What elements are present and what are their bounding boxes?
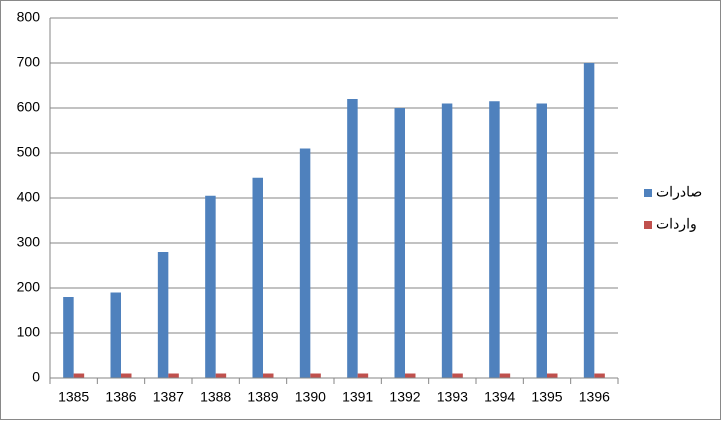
- x-tick-label: 1392: [389, 389, 420, 405]
- bar: [73, 373, 85, 378]
- x-tick-label: 1388: [200, 389, 231, 405]
- y-tick-label: 400: [17, 189, 41, 205]
- bar: [489, 101, 500, 378]
- bar: [215, 373, 227, 378]
- y-tick-label: 300: [17, 234, 41, 250]
- x-tick-label: 1391: [342, 389, 373, 405]
- y-tick-label: 700: [17, 54, 41, 70]
- x-tick-label: 1394: [484, 389, 515, 405]
- bar: [310, 373, 321, 378]
- bar: [357, 373, 369, 378]
- bar: [121, 373, 132, 378]
- y-tick-label: 0: [32, 369, 40, 385]
- y-tick-label: 100: [17, 324, 41, 340]
- bar: [394, 108, 405, 378]
- x-tick-label: 1393: [437, 389, 468, 405]
- bar: [547, 373, 558, 378]
- y-tick-label: 600: [17, 99, 41, 115]
- y-tick-label: 500: [17, 144, 41, 160]
- bar: [110, 292, 121, 378]
- x-tick-label: 1396: [579, 389, 610, 405]
- legend-label: واردات: [656, 216, 697, 233]
- legend-label: صادرات: [656, 184, 702, 201]
- bar: [594, 373, 605, 378]
- bar: [583, 63, 595, 378]
- bar: [441, 103, 453, 378]
- bar: [63, 297, 74, 378]
- x-tick-label: 1385: [58, 389, 89, 405]
- x-tick-label: 1389: [247, 389, 278, 405]
- legend-swatch: [644, 221, 652, 229]
- bar: [405, 373, 416, 378]
- bar: [499, 373, 511, 378]
- bar: [452, 373, 463, 378]
- bar: [205, 195, 216, 378]
- bar: [168, 373, 179, 378]
- y-tick-label: 800: [17, 9, 41, 25]
- bar: [347, 99, 358, 378]
- x-tick-label: 1387: [153, 389, 184, 405]
- x-tick-label: 1386: [105, 389, 136, 405]
- x-tick-label: 1390: [295, 389, 326, 405]
- legend-swatch: [644, 189, 652, 197]
- bar: [263, 373, 274, 378]
- bar: [157, 252, 169, 378]
- bar: [299, 148, 311, 378]
- bar: [252, 177, 263, 378]
- y-tick-label: 200: [17, 279, 41, 295]
- bar: [536, 103, 547, 378]
- x-tick-label: 1395: [531, 389, 562, 405]
